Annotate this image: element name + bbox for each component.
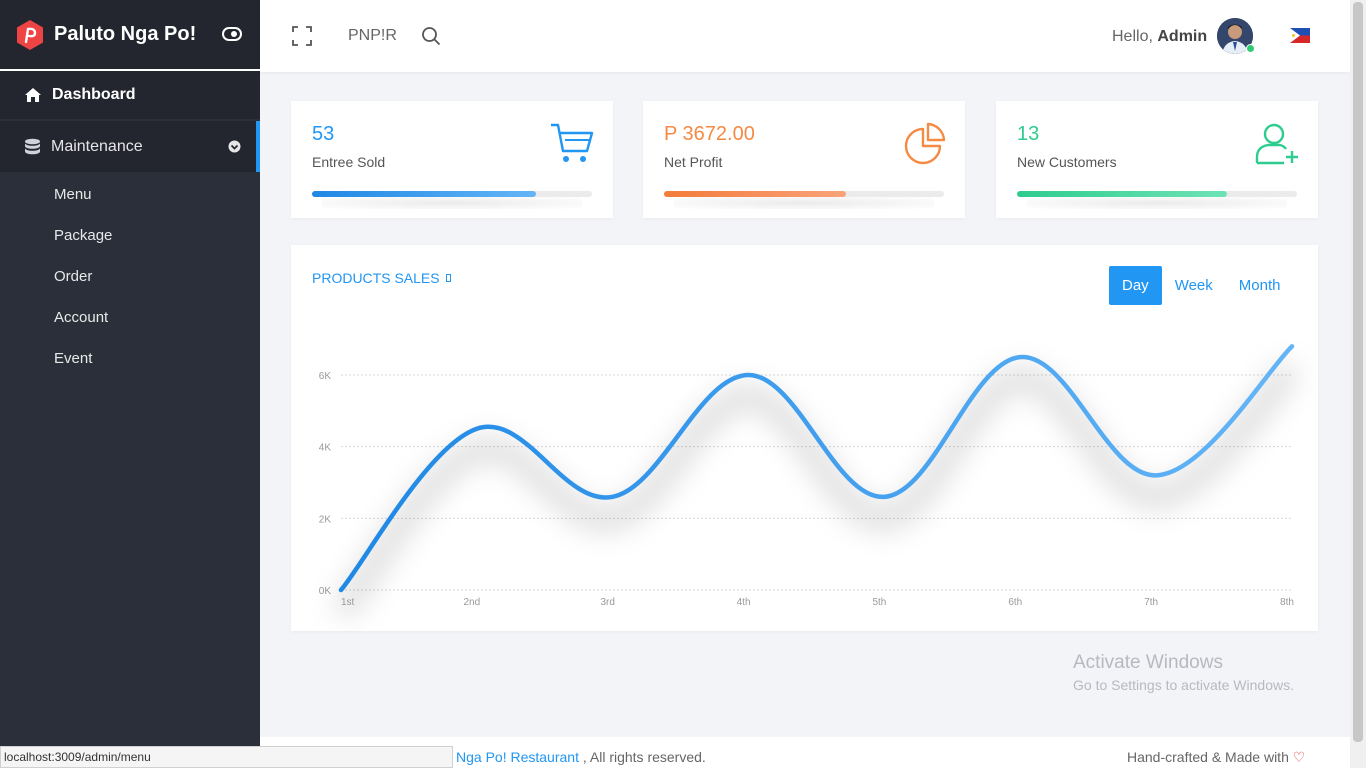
user-name[interactable]: Admin bbox=[1157, 28, 1208, 45]
home-icon bbox=[25, 88, 41, 102]
stat-progress-bar bbox=[1017, 191, 1297, 197]
stat-value: P 3672.00 bbox=[664, 123, 755, 145]
sidebar: Paluto Nga Po! Dashboard Maintenance Men… bbox=[0, 0, 260, 768]
range-week-button[interactable]: Week bbox=[1174, 277, 1213, 294]
database-icon bbox=[25, 138, 40, 154]
scrollbar-thumb[interactable] bbox=[1353, 2, 1363, 742]
series-line-shadow bbox=[332, 360, 1300, 620]
browser-status-url: localhost:3009/admin/menu bbox=[0, 746, 453, 768]
range-day-button[interactable]: Day bbox=[1109, 266, 1162, 305]
footer-brand-link[interactable]: Nga Po! Restaurant bbox=[456, 749, 579, 765]
products-sales-chart: 0K 2K 4K 6K 1st 2nd 3rd 4th 5th 6th 7th 8th bbox=[319, 344, 1300, 620]
sidebar-item-label: Dashboard bbox=[52, 86, 136, 103]
stat-card-entree-sold: 53 Entree Sold bbox=[291, 101, 613, 218]
y-tick-label: 6K bbox=[319, 371, 332, 382]
sidebar-item-account[interactable]: Account bbox=[54, 309, 109, 326]
y-tick-label: 0K bbox=[319, 586, 332, 597]
stat-card-new-customers: 13 New Customers bbox=[996, 101, 1318, 218]
stat-label: Entree Sold bbox=[312, 154, 386, 170]
stat-card-net-profit: P 3672.00 Net Profit bbox=[643, 101, 965, 218]
range-toggle: Day Week Month bbox=[1109, 266, 1293, 305]
footer-rights: , All rights reserved. bbox=[578, 749, 706, 765]
y-tick-label: 4K bbox=[319, 443, 332, 454]
activate-windows-subtitle: Go to Settings to activate Windows. bbox=[1073, 677, 1294, 693]
sidebar-item-maintenance[interactable]: Maintenance bbox=[0, 121, 260, 172]
cart-icon bbox=[551, 123, 594, 162]
progress-shadow bbox=[322, 197, 582, 209]
heart-icon: ♡ bbox=[1292, 749, 1306, 765]
stat-value: 53 bbox=[312, 123, 335, 145]
sidebar-item-label: Maintenance bbox=[51, 137, 143, 155]
stat-label: Net Profit bbox=[664, 154, 723, 170]
brand[interactable]: Paluto Nga Po! bbox=[0, 0, 260, 71]
brand-logo-icon bbox=[17, 19, 43, 50]
online-status-dot bbox=[1246, 44, 1255, 53]
products-sales-card: 0K 2K 4K 6K 1st 2nd 3rd 4th 5th 6th 7th 8th PRODUC… bbox=[291, 245, 1318, 631]
philippines-flag-icon[interactable] bbox=[1290, 28, 1310, 43]
stat-value: 13 bbox=[1017, 123, 1040, 145]
maintenance-submenu: Menu Package Order Account Event bbox=[0, 172, 260, 379]
x-tick-label: 8th bbox=[1280, 597, 1294, 608]
vertical-scrollbar[interactable] bbox=[1350, 0, 1366, 768]
avatar[interactable] bbox=[1217, 18, 1253, 54]
activate-windows-title: Activate Windows bbox=[1073, 652, 1223, 673]
x-tick-label: 5th bbox=[872, 597, 886, 608]
footer-made-with: Hand-crafted & Made with ♡ bbox=[1127, 749, 1305, 766]
progress-shadow bbox=[674, 197, 934, 209]
x-tick-label: 6th bbox=[1008, 597, 1022, 608]
x-tick-label: 7th bbox=[1144, 597, 1158, 608]
chart-title: PRODUCTS SALES bbox=[312, 270, 451, 286]
pie-chart-icon bbox=[904, 122, 946, 165]
topbar: PNP!R Hello, Admin bbox=[260, 0, 1350, 72]
stat-progress-bar bbox=[312, 191, 592, 197]
sidebar-item-order[interactable]: Order bbox=[54, 268, 93, 285]
x-tick-label: 4th bbox=[737, 597, 751, 608]
search-icon[interactable] bbox=[421, 26, 441, 46]
sidebar-item-dashboard[interactable]: Dashboard bbox=[0, 71, 260, 119]
greeting: Hello, Admin bbox=[1112, 28, 1207, 46]
range-month-button[interactable]: Month bbox=[1238, 277, 1281, 294]
y-tick-label: 2K bbox=[319, 514, 332, 525]
topbar-app-code[interactable]: PNP!R bbox=[348, 27, 397, 44]
add-user-icon bbox=[1255, 123, 1298, 165]
sidebar-item-event[interactable]: Event bbox=[54, 350, 93, 367]
x-tick-label: 3rd bbox=[600, 597, 614, 608]
stat-label: New Customers bbox=[1017, 154, 1117, 170]
x-tick-label: 2nd bbox=[464, 597, 481, 608]
x-tick-label: 1st bbox=[341, 597, 355, 608]
sidebar-item-menu[interactable]: Menu bbox=[54, 186, 92, 203]
stat-progress-fill bbox=[1017, 191, 1227, 197]
sidebar-item-package[interactable]: Package bbox=[54, 227, 113, 244]
fullscreen-icon[interactable] bbox=[292, 26, 312, 46]
title-square-icon bbox=[445, 274, 451, 282]
stat-progress-fill bbox=[664, 191, 846, 197]
greeting-text: Hello, bbox=[1112, 28, 1153, 45]
brand-name: Paluto Nga Po! bbox=[54, 23, 197, 45]
footer-copyright: Nga Po! Restaurant , All rights reserved… bbox=[456, 749, 706, 765]
chevron-down-circle-icon bbox=[228, 140, 241, 153]
chart-title-text: PRODUCTS SALES bbox=[312, 270, 440, 286]
stat-progress-bar bbox=[664, 191, 944, 197]
sidebar-toggle-icon[interactable] bbox=[222, 26, 242, 42]
footer-made-text: Hand-crafted & Made with bbox=[1127, 749, 1289, 765]
progress-shadow bbox=[1027, 197, 1287, 209]
series-line bbox=[338, 344, 1295, 593]
stat-progress-fill bbox=[312, 191, 536, 197]
